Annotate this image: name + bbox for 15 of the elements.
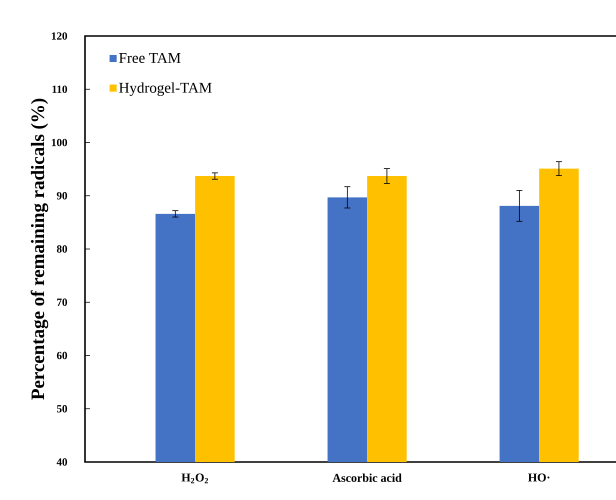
y-tick-label: 100 bbox=[52, 138, 68, 146]
y-tick-label: 60 bbox=[56, 352, 68, 360]
x-tick-label: H$_{2}$O$_{2}$ bbox=[182, 474, 208, 484]
legend-label: Free TAM bbox=[119, 52, 181, 63]
y-tick-label: 120 bbox=[52, 32, 68, 40]
y-tick-label: 40 bbox=[56, 458, 68, 466]
x-tick-label: HO· bbox=[528, 474, 550, 482]
legend-label: Hydrogel-TAM bbox=[119, 82, 212, 96]
y-tick-label: 80 bbox=[56, 245, 68, 253]
y-tick-label: 110 bbox=[52, 86, 68, 93]
y-axis-title: Percentage of remaining radicals (%) bbox=[30, 98, 48, 400]
y-tick-label: 50 bbox=[56, 405, 68, 412]
y-tick-label: 70 bbox=[57, 298, 68, 306]
x-tick-label: Ascorbic acid bbox=[332, 474, 402, 482]
y-tick-label: 90 bbox=[56, 192, 68, 200]
